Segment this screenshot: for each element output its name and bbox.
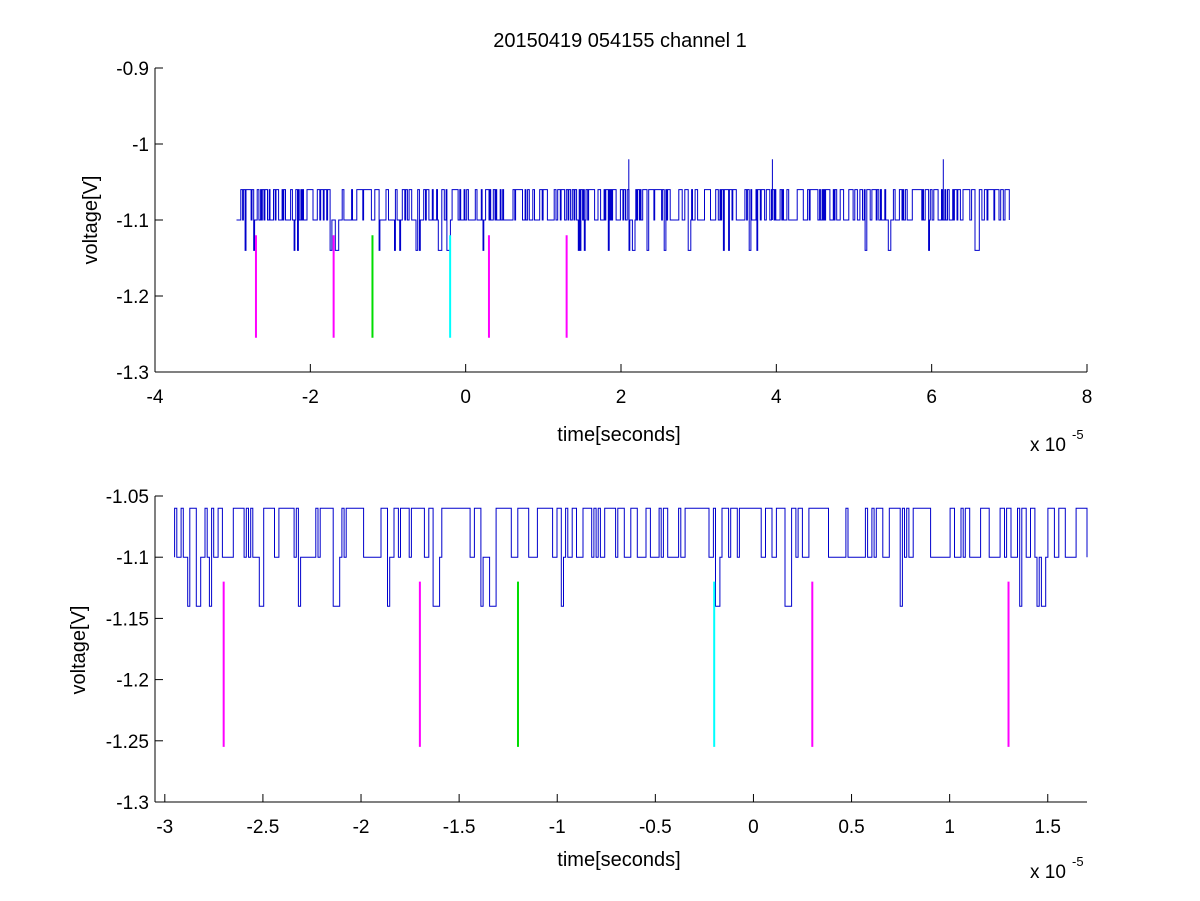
bottom-x-ticks: -3 -2.5 -2 -1.5 -1 -0.5 0 0.5 1 1.5 — [156, 794, 1061, 838]
bottom-x-tick-label: -2 — [353, 817, 370, 838]
top-x-tick-label: -2 — [302, 387, 319, 408]
bottom-x-exponent-base: x 10 — [1030, 862, 1066, 883]
bottom-signal-line — [174, 507, 1088, 607]
bottom-x-tick-label: -3 — [156, 817, 173, 838]
top-x-tick-label: 6 — [926, 387, 937, 408]
top-plot: 20150419 054155 channel 1 -4 -2 0 2 4 6 8 -0.9… — [80, 30, 1092, 456]
bottom-x-tick-label: -1 — [549, 817, 566, 838]
bottom-signal-trace — [174, 507, 1088, 607]
bottom-plot: -3 -2.5 -2 -1.5 -1 -0.5 0 0.5 1 1.5 -1.05 -1.1 -1.1… — [68, 487, 1088, 883]
bottom-x-exponent-power: -5 — [1072, 854, 1084, 869]
top-y-tick-label: -0.9 — [116, 59, 149, 80]
top-y-tick-label: -1 — [132, 135, 149, 156]
bottom-y-tick-label: -1.15 — [106, 609, 149, 630]
top-x-exponent-power: -5 — [1072, 427, 1084, 442]
top-x-tick-label: 4 — [771, 387, 782, 408]
bottom-x-axis-label: time[seconds] — [557, 849, 680, 871]
bottom-y-tick-label: -1.2 — [116, 671, 149, 692]
top-y-ticks: -0.9 -1 -1.1 -1.2 -1.3 — [116, 59, 163, 384]
bottom-x-tick-label: 0 — [748, 817, 759, 838]
bottom-x-tick-label: 1.5 — [1035, 817, 1061, 838]
top-y-tick-label: -1.2 — [116, 287, 149, 308]
top-x-tick-label: 0 — [460, 387, 471, 408]
bottom-y-tick-label: -1.1 — [116, 548, 149, 569]
top-x-exponent-base: x 10 — [1030, 435, 1066, 456]
top-x-exponent: x 10 -5 — [1030, 427, 1084, 456]
top-x-tick-label: 8 — [1082, 387, 1093, 408]
bottom-x-tick-label: 0.5 — [838, 817, 864, 838]
bottom-plot-axes: -3 -2.5 -2 -1.5 -1 -0.5 0 0.5 1 1.5 -1.05 -1.1 -1.1… — [106, 487, 1087, 838]
bottom-x-tick-label: -2.5 — [247, 817, 280, 838]
top-x-axis-label: time[seconds] — [557, 424, 680, 446]
bottom-event-markers — [222, 581, 1010, 747]
top-y-tick-label: -1.1 — [116, 211, 149, 232]
top-event-markers — [254, 235, 568, 338]
top-y-tick-label: -1.3 — [116, 363, 149, 384]
bottom-x-tick-label: 1 — [944, 817, 955, 838]
top-signal-trace — [236, 159, 1010, 251]
top-plot-axes: -4 -2 0 2 4 6 8 -0.9 -1 -1.1 -1.2 -1.3 — [116, 59, 1092, 408]
top-x-ticks: -4 -2 0 2 4 6 8 — [147, 364, 1093, 408]
bottom-x-tick-label: -0.5 — [639, 817, 672, 838]
top-y-axis-label: voltage[V] — [80, 176, 102, 265]
top-x-tick-label: -4 — [147, 387, 164, 408]
bottom-y-tick-label: -1.25 — [106, 732, 149, 753]
bottom-y-axis-label: voltage[V] — [68, 606, 90, 695]
top-x-tick-label: 2 — [616, 387, 627, 408]
bottom-y-tick-label: -1.3 — [116, 793, 149, 814]
bottom-x-exponent: x 10 -5 — [1030, 854, 1084, 883]
bottom-x-tick-label: -1.5 — [443, 817, 476, 838]
bottom-y-ticks: -1.05 -1.1 -1.15 -1.2 -1.25 -1.3 — [106, 487, 163, 814]
bottom-y-tick-label: -1.05 — [106, 487, 149, 508]
top-signal-line — [236, 159, 1010, 251]
chart-title: 20150419 054155 channel 1 — [493, 30, 747, 52]
